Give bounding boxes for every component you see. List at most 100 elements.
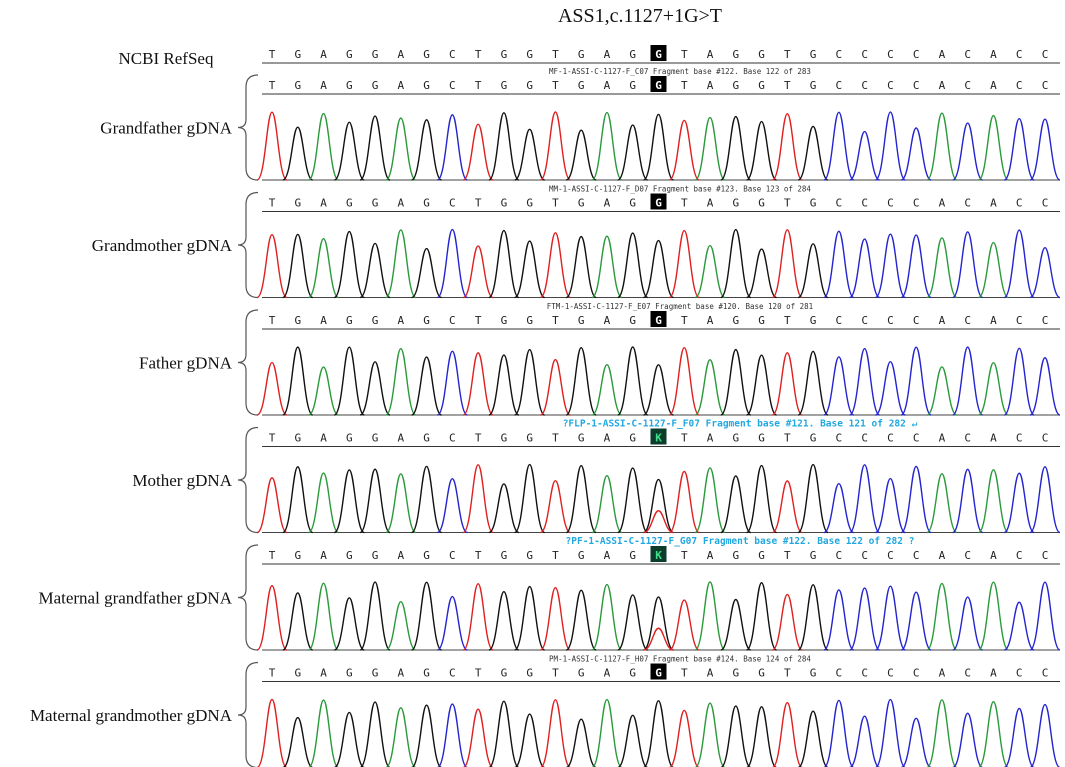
peak-A-6: [385, 601, 417, 651]
panel-3-base-27: A: [939, 314, 946, 327]
chromatogram-panels: MF-1-ASSI-C-1127-F_C07 Fragment base #12…: [30, 67, 1061, 767]
panel-2-base-8: C: [449, 197, 456, 210]
peak-T-1: [256, 111, 288, 181]
panel-6-base-12: T: [552, 667, 559, 680]
peak-A-29: [977, 581, 1010, 651]
reference-base-10: G: [501, 48, 508, 61]
panel-4-base-27: A: [939, 432, 946, 445]
panel-6-base-18: A: [707, 667, 714, 680]
panel-1-highlight-cell: [650, 76, 667, 92]
peak-T-21: [771, 702, 803, 767]
peak-C-26: [900, 591, 932, 651]
peak-C-8: [436, 350, 468, 416]
panel-3-base-17: T: [681, 314, 688, 327]
peak-A-6: [385, 117, 417, 181]
peak-T-21: [771, 229, 803, 299]
peak-A-3: [308, 366, 339, 416]
peak-A-18: [694, 467, 726, 534]
peak-A-27: [926, 112, 958, 181]
panel-3-base-13: G: [578, 314, 585, 327]
peak-C-31: [1029, 581, 1061, 651]
peak-G-10: [488, 112, 520, 181]
peak-G-4: [333, 346, 365, 416]
panel-1-base-9: T: [475, 79, 482, 92]
panel-label: Maternal grandmother gDNA: [30, 706, 233, 725]
peak-G-20: [746, 706, 777, 767]
panel-3-base-31: C: [1042, 314, 1049, 327]
panel-4-base-21: T: [784, 432, 791, 445]
panel-1-base-8: C: [449, 79, 456, 92]
panel-4-base-18: A: [707, 432, 714, 445]
reference-base-7: G: [423, 48, 430, 61]
peak-G-22: [797, 125, 829, 181]
panel-4-base-23: C: [836, 432, 843, 445]
peak-G-19: [720, 348, 752, 416]
panel-2-base-29: A: [990, 197, 997, 210]
panel-1-base-19: G: [732, 79, 739, 92]
peak-C-31: [1029, 466, 1061, 534]
panel-1-base-6: A: [398, 79, 405, 92]
panel-1-base-3: A: [320, 79, 327, 92]
peak-A-18: [694, 702, 726, 767]
panel-1-base-28: C: [964, 79, 971, 92]
panel-3-base-23: C: [836, 314, 843, 327]
panel-4-base-25: C: [887, 432, 894, 445]
peak-G-5: [359, 701, 391, 767]
panel-5-base-3: A: [320, 549, 327, 562]
panel-3-base-5: G: [372, 314, 379, 327]
peak-T-12: [539, 358, 572, 416]
peak-G-4: [333, 230, 365, 299]
panel-brace: [237, 309, 259, 416]
peak-C-24: [849, 587, 881, 651]
peak-C-25: [874, 233, 907, 299]
peak-G-11: [514, 240, 546, 299]
panel-2-base-31: C: [1042, 197, 1049, 210]
reference-base-4: G: [346, 48, 353, 61]
peak-C-28: [952, 468, 984, 534]
peak-T-17: [668, 709, 700, 767]
panel-6-base-3: A: [320, 667, 327, 680]
panel-6-base-24: C: [861, 667, 868, 680]
panel-2-base-23: C: [836, 197, 843, 210]
peak-G-15: [617, 467, 649, 534]
peak-T-9: [462, 245, 494, 299]
peak-G-2: [282, 126, 314, 181]
peak-T-1: [256, 477, 288, 534]
panel-5-base-10: G: [501, 549, 508, 562]
peak-A-27: [926, 473, 958, 534]
panel-1-base-24: C: [861, 79, 868, 92]
peak-G-5: [359, 581, 391, 651]
peak-C-23: [823, 589, 855, 651]
panel-5-base-2: G: [294, 549, 301, 562]
peak-T-17: [668, 346, 700, 416]
peak-T-17: [668, 230, 700, 299]
panel-6-base-11: G: [526, 667, 533, 680]
peak-T-1: [256, 233, 288, 299]
panel-3-base-24: C: [861, 314, 868, 327]
panel-6-base-17: T: [681, 667, 688, 680]
panel-6-base-21: T: [784, 667, 791, 680]
peak-A-6: [385, 229, 417, 299]
peak-G-16: [643, 478, 674, 534]
peak-C-26: [900, 346, 932, 416]
panel-4-base-7: G: [423, 432, 430, 445]
reference-base-31: C: [1042, 48, 1049, 61]
peak-C-28: [952, 231, 984, 299]
reference-base-13: G: [578, 48, 585, 61]
panel-4-base-16: K: [655, 432, 662, 445]
reference-base-9: T: [475, 48, 482, 61]
panel-1-base-18: A: [707, 79, 714, 92]
peak-T-9: [462, 352, 494, 416]
reference-base-23: C: [836, 48, 843, 61]
peak-C-28: [952, 122, 984, 181]
panel-2-base-6: A: [398, 197, 405, 210]
panel-3-base-14: A: [604, 314, 611, 327]
panel-4-base-14: A: [604, 432, 611, 445]
panel-6-base-13: G: [578, 667, 585, 680]
panel-5: ?PF-1-ASSI-C-1127-F_G07 Fragment base #1…: [38, 536, 1061, 651]
peak-C-26: [900, 465, 932, 534]
peak-A-14: [591, 235, 623, 299]
peak-G-20: [745, 354, 778, 416]
peak-A-29: [978, 700, 1009, 767]
panel-2-base-7: G: [423, 197, 430, 210]
